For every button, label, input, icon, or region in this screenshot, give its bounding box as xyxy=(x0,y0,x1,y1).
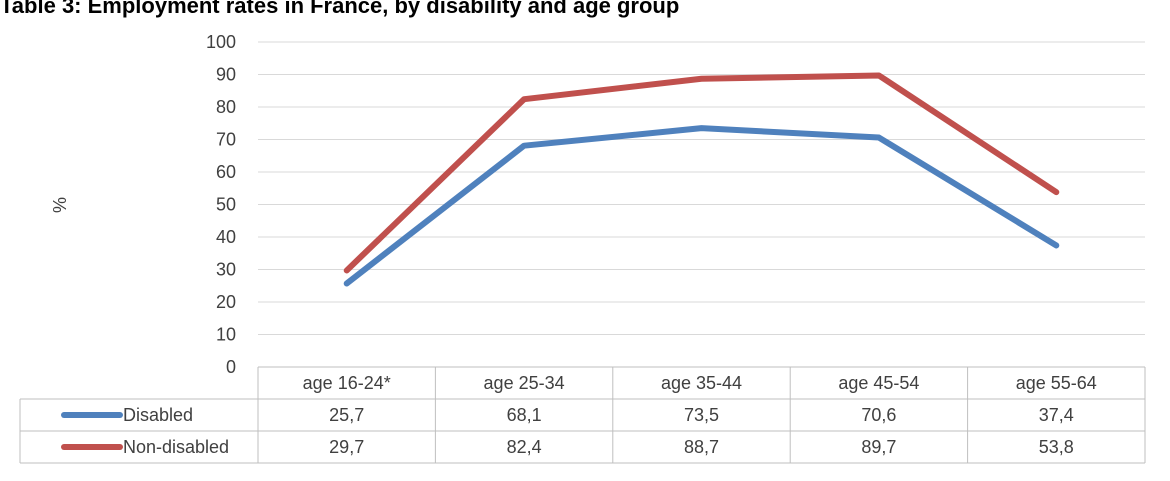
x-category-label: age 55-64 xyxy=(1016,373,1097,393)
data-label: 37,4 xyxy=(1039,405,1074,425)
y-tick-label: 70 xyxy=(216,130,236,150)
data-label: 68,1 xyxy=(507,405,542,425)
series-lines xyxy=(343,72,1060,287)
y-tick-label: 10 xyxy=(216,325,236,345)
y-tick-label: 90 xyxy=(216,65,236,85)
data-label: 73,5 xyxy=(684,405,719,425)
legend-label: Non-disabled xyxy=(123,437,229,457)
y-tick-label: 20 xyxy=(216,292,236,312)
x-category-label: age 45-54 xyxy=(838,373,919,393)
data-point xyxy=(523,145,525,147)
data-label: 82,4 xyxy=(507,437,542,457)
y-tick-label: 30 xyxy=(216,260,236,280)
y-tick-label: 80 xyxy=(216,97,236,117)
y-axis-label: % xyxy=(50,197,70,213)
series-line-disabled xyxy=(343,125,1060,287)
data-label: 25,7 xyxy=(329,405,364,425)
data-point xyxy=(701,78,702,80)
data-point xyxy=(878,137,880,139)
x-category-label: age 16-24* xyxy=(303,373,391,393)
y-axis-ticks: 0 10 20 30 40 50 60 70 80 90 100 xyxy=(206,32,236,377)
x-category-label: age 25-34 xyxy=(484,373,565,393)
data-label: 53,8 xyxy=(1039,437,1074,457)
gridlines xyxy=(258,41,1145,335)
data-point xyxy=(1055,244,1057,246)
y-tick-label: 60 xyxy=(216,162,236,182)
y-tick-label: 0 xyxy=(226,357,236,377)
data-table: age 16-24* age 25-34 age 35-44 age 45-54 age… xyxy=(19,366,1146,464)
data-point xyxy=(701,127,702,129)
series-line-non-disabled xyxy=(343,72,1060,274)
data-label: 70,6 xyxy=(861,405,896,425)
data-point xyxy=(346,282,348,284)
data-label: 88,7 xyxy=(684,437,719,457)
y-tick-label: 100 xyxy=(206,32,236,52)
data-point xyxy=(346,269,348,271)
x-category-label: age 35-44 xyxy=(661,373,742,393)
y-tick-label: 50 xyxy=(216,195,236,215)
chart-title: Table 3: Employment rates in France, by … xyxy=(0,0,680,18)
data-label: 29,7 xyxy=(329,437,364,457)
legend-label: Disabled xyxy=(123,405,193,425)
data-point xyxy=(878,74,880,76)
y-tick-label: 40 xyxy=(216,227,236,247)
data-point xyxy=(1055,191,1057,193)
data-point xyxy=(523,98,525,100)
data-label: 89,7 xyxy=(861,437,896,457)
